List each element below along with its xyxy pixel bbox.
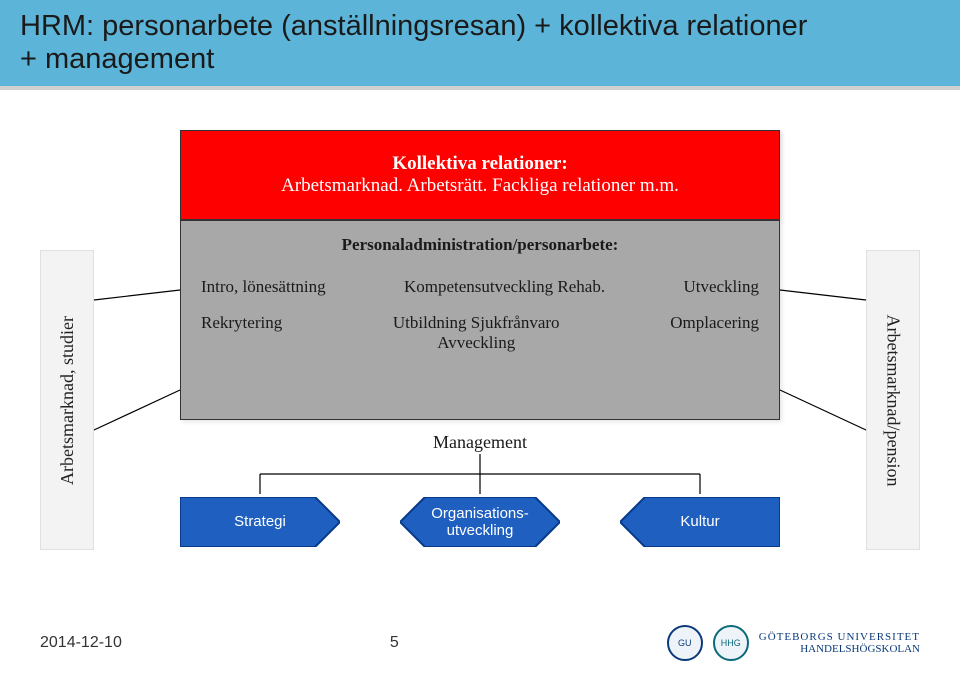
footer-logo-text: GÖTEBORGS UNIVERSITET HANDELSHÖGSKOLAN xyxy=(759,631,920,655)
gu-seal-icon: GU xyxy=(667,625,703,661)
grey-row-1: Intro, lönesättning Kompetensutveckling … xyxy=(201,277,759,297)
title-line-2: + management xyxy=(20,43,214,75)
blue-shape-strategi: Strategi xyxy=(180,497,340,547)
footer-page-number: 5 xyxy=(122,634,667,652)
grey-row-2: Rekrytering Utbildning Sjukfrånvaro Avve… xyxy=(201,313,759,353)
side-label-right: Arbetsmarknad/pension xyxy=(883,314,904,486)
grey-r3-center: Avveckling xyxy=(437,333,515,352)
side-column-left: Arbetsmarknad, studier xyxy=(40,250,94,550)
red-banner-subtitle: Arbetsmarknad. Arbetsrätt. Fackliga rela… xyxy=(281,175,679,197)
title-bar: HRM: personarbete (anställningsresan) + … xyxy=(0,0,960,90)
page-title: HRM: personarbete (anställningsresan) + … xyxy=(20,10,940,76)
blue-shape-row: Strategi Organisations- utveckling Kultu… xyxy=(180,494,780,550)
red-banner: Kollektiva relationer: Arbetsmarknad. Ar… xyxy=(180,130,780,220)
grey-r2-c3: Omplacering xyxy=(670,313,759,353)
blue-label-center: Organisations- utveckling xyxy=(423,505,537,540)
blue-label-right: Kultur xyxy=(672,513,727,530)
footer-logo-line2: HANDELSHÖGSKOLAN xyxy=(759,643,920,655)
grey-r2-c1: Rekrytering xyxy=(201,313,282,353)
blue-shape-organisation: Organisations- utveckling xyxy=(400,497,560,547)
side-column-right: Arbetsmarknad/pension xyxy=(866,250,920,550)
diagram-stage: Arbetsmarknad, studier Arbetsmarknad/pen… xyxy=(40,130,920,570)
title-line-1: HRM: personarbete (anställningsresan) + … xyxy=(20,10,807,42)
grey-r1-c2: Kompetensutveckling Rehab. xyxy=(404,277,605,297)
management-label: Management xyxy=(40,432,920,453)
hhg-seal-icon: HHG xyxy=(713,625,749,661)
grey-r1-c1: Intro, lönesättning xyxy=(201,277,326,297)
side-label-left: Arbetsmarknad, studier xyxy=(57,316,78,485)
red-banner-title: Kollektiva relationer: xyxy=(392,153,567,175)
grey-r2-c2: Utbildning Sjukfrånvaro xyxy=(393,313,560,332)
grey-panel: Personaladministration/personarbete: Int… xyxy=(180,220,780,420)
footer-date: 2014-12-10 xyxy=(40,634,122,652)
blue-shape-kultur: Kultur xyxy=(620,497,780,547)
grey-r1-c3: Utveckling xyxy=(683,277,759,297)
blue-label-left: Strategi xyxy=(226,513,294,530)
footer-logo-line1: GÖTEBORGS UNIVERSITET xyxy=(759,631,920,643)
grey-panel-heading: Personaladministration/personarbete: xyxy=(201,235,759,255)
footer: 2014-12-10 5 GU HHG GÖTEBORGS UNIVERSITE… xyxy=(0,625,960,661)
footer-logos: GU HHG GÖTEBORGS UNIVERSITET HANDELSHÖGS… xyxy=(667,625,920,661)
